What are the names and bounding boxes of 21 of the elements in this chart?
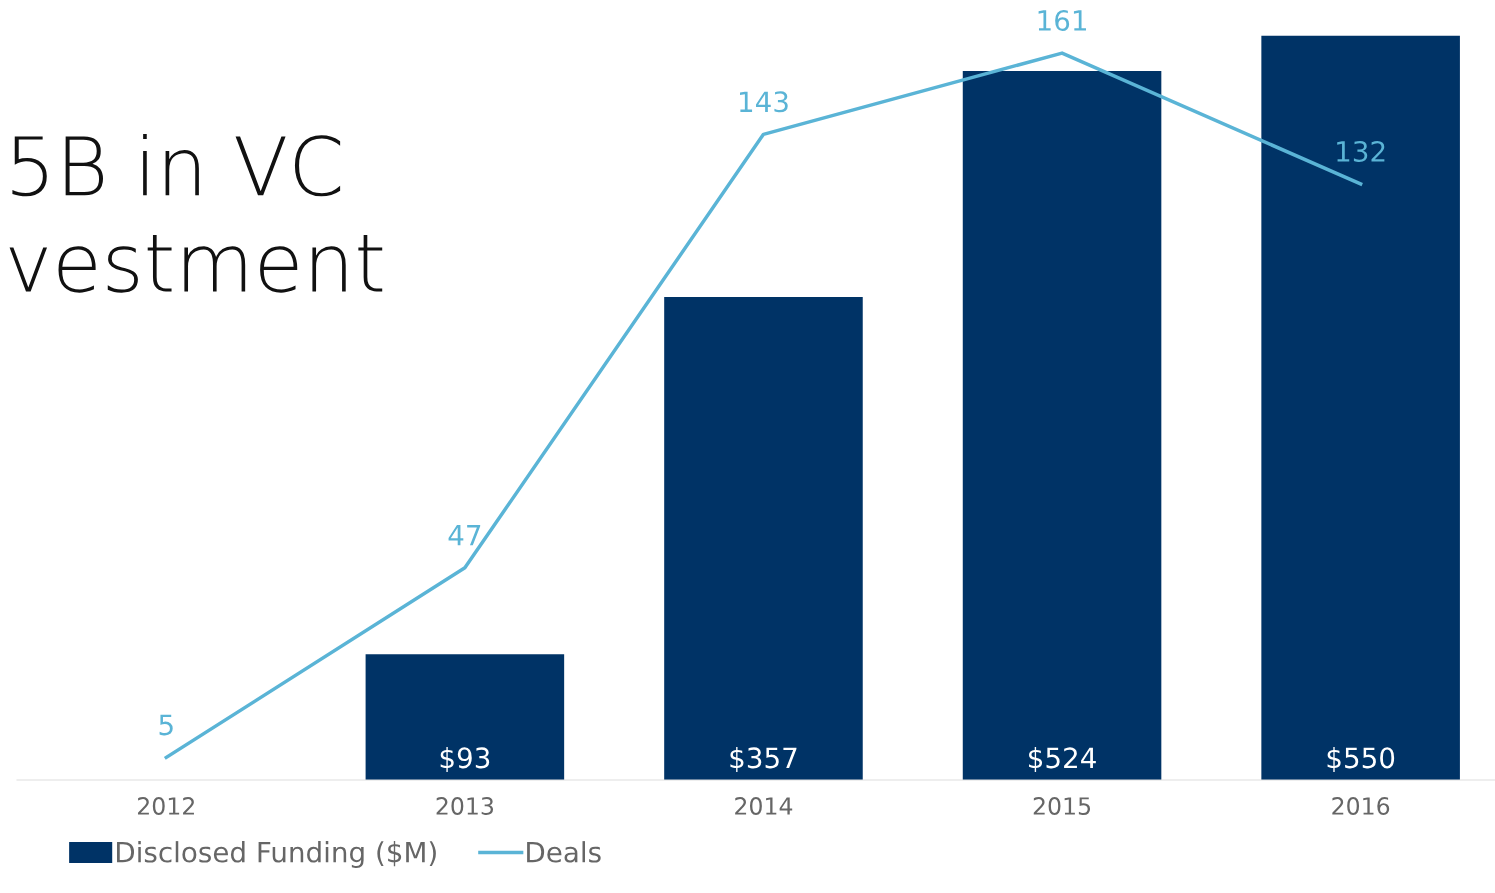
annotation: 5B in VC vestment [9, 133, 383, 293]
x-tick-label: 2014 [735, 797, 793, 815]
bar [1261, 35, 1460, 780]
data-label: 47 [448, 525, 481, 546]
x-tick-label: 2016 [1332, 797, 1390, 815]
bar [962, 70, 1162, 780]
x-tick-label: 2015 [1033, 797, 1091, 815]
bar [664, 296, 863, 780]
data-label: $524 [1029, 746, 1096, 773]
data-label: $550 [1327, 746, 1395, 773]
x-tick-label: 2012 [137, 797, 194, 815]
data-label: 161 [1038, 10, 1086, 32]
data-label: 132 [1337, 140, 1385, 162]
x-tick-label: 2013 [436, 797, 494, 815]
legend-label: Disclosed Funding ($M) [117, 841, 436, 868]
data-label: 143 [740, 91, 788, 113]
data-label: $357 [730, 746, 797, 773]
data-label: 5 [159, 714, 173, 736]
legend-label: Deals [527, 841, 601, 863]
bar [365, 654, 565, 780]
data-label: $93 [440, 746, 490, 773]
